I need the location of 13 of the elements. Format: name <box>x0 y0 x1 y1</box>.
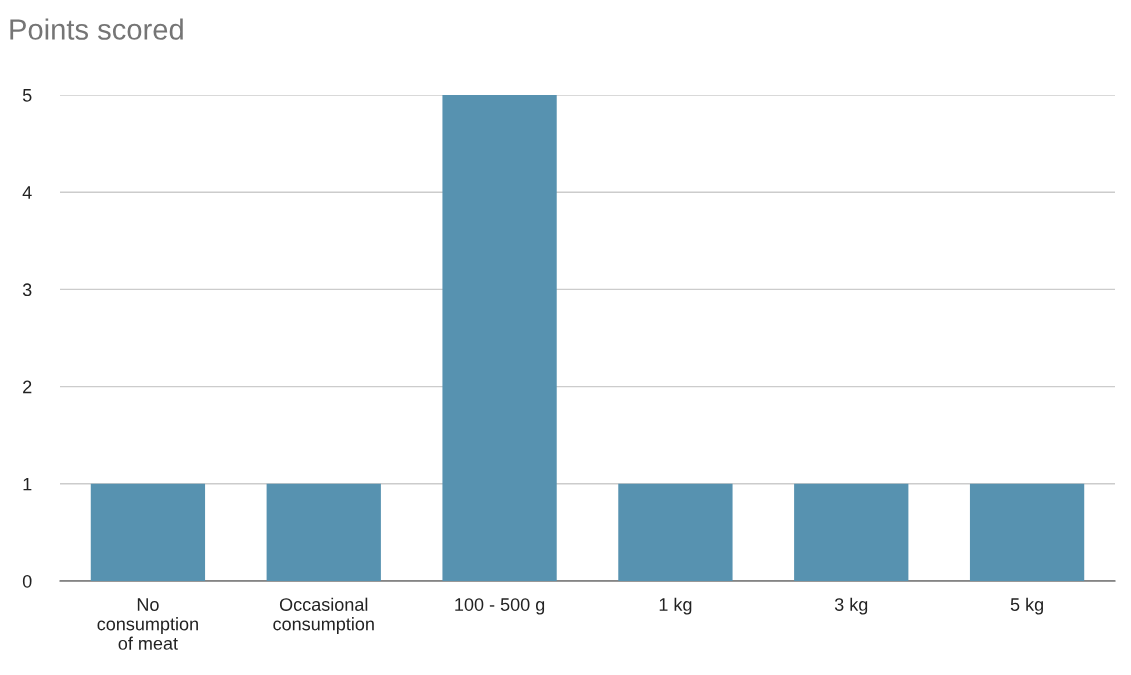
y-tick-label: 1 <box>23 477 32 491</box>
chart-title: Points scored <box>10 18 183 40</box>
x-tick-label: 3 kg <box>834 597 868 615</box>
x-tick-label: 100 - 500 g <box>455 598 545 615</box>
x-tick-label: 1 kg <box>659 597 692 615</box>
y-tick-label: 3 <box>22 283 32 297</box>
x-tick-label: 5 kg <box>1010 597 1043 615</box>
x-tick-label: No consumption of meat <box>97 598 198 650</box>
y-tick-label: 0 <box>22 574 32 588</box>
x-tick-label: Occasional consumption <box>273 597 374 634</box>
y-tick-label: 2 <box>23 380 32 394</box>
y-tick-label: 4 <box>22 186 32 199</box>
y-tick-label: 5 <box>22 89 32 102</box>
